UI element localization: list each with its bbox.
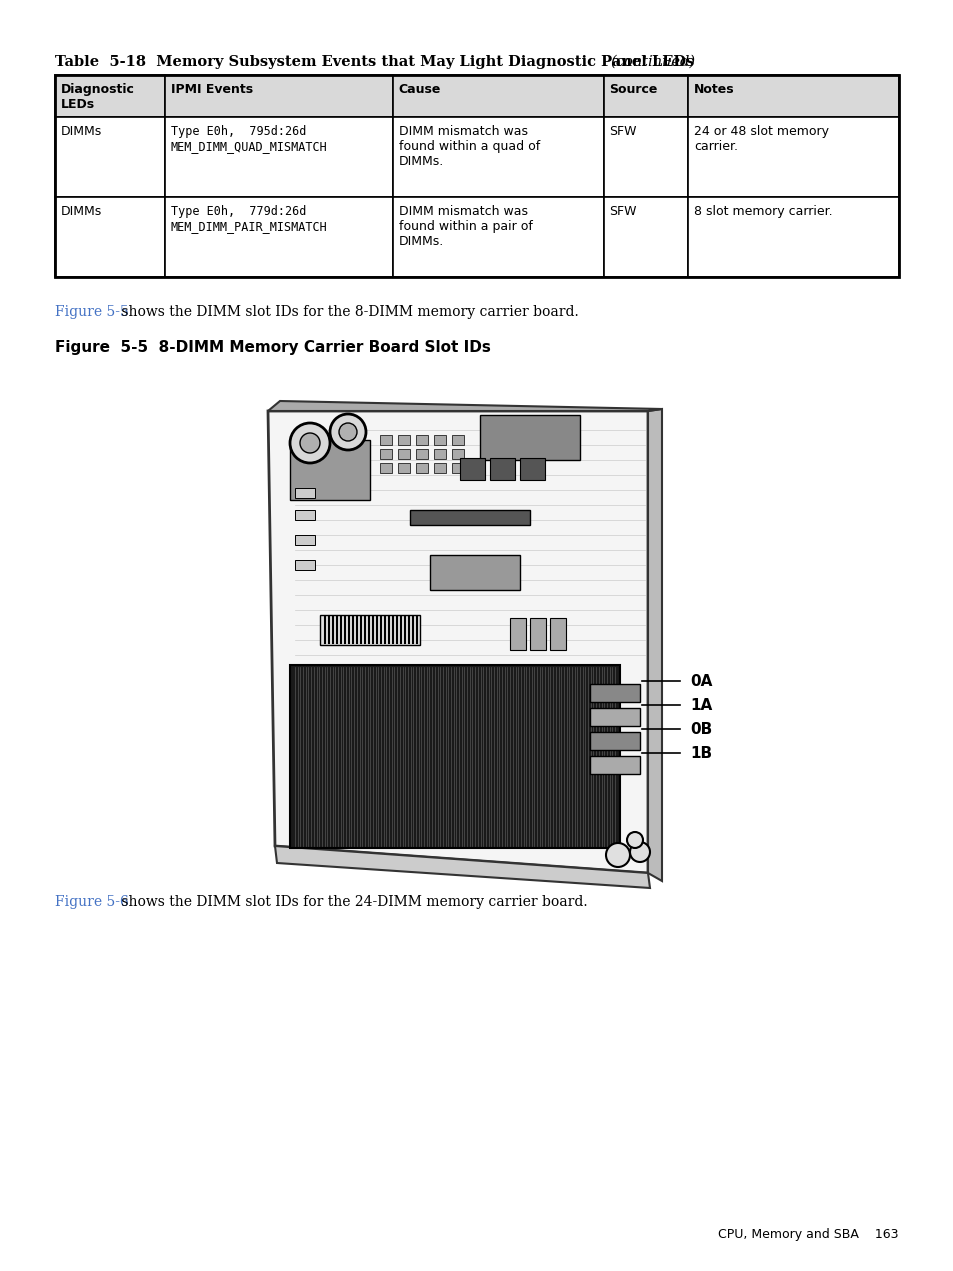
Bar [55,75,165,117]
Bar [589,684,639,702]
Bar [550,618,565,649]
Text: DIMM mismatch was
found within a pair of
DIMMs.: DIMM mismatch was found within a pair of… [398,205,532,248]
Text: Type E0h,  795d:26d
MEM_DIMM_QUAD_MISMATCH: Type E0h, 795d:26d MEM_DIMM_QUAD_MISMATC… [171,125,327,153]
Bar [165,117,393,197]
Bar [603,117,687,197]
Text: Figure  5-5  8-DIMM Memory Carrier Board Slot IDs: Figure 5-5 8-DIMM Memory Carrier Board S… [55,341,491,355]
Bar [397,435,410,445]
Text: Notes: Notes [693,83,734,97]
Polygon shape [268,411,647,873]
Text: 1B: 1B [689,746,711,760]
Text: 0B: 0B [689,722,712,736]
Bar [603,75,687,117]
Text: (continued): (continued) [609,55,695,69]
Bar [519,458,544,480]
Bar [393,75,603,117]
Bar [452,449,463,459]
Text: Figure 5-6: Figure 5-6 [55,895,129,909]
Bar [294,488,314,498]
Polygon shape [268,400,661,411]
Bar [294,561,314,569]
Text: 8 slot memory carrier.: 8 slot memory carrier. [693,205,832,219]
Text: Figure 5-5: Figure 5-5 [55,305,129,319]
Text: DIMM mismatch was
found within a quad of
DIMMs.: DIMM mismatch was found within a quad of… [398,125,539,168]
Bar [430,555,519,590]
Bar [290,440,370,500]
Bar [416,435,428,445]
Text: 0A: 0A [689,674,712,689]
Text: Source: Source [609,83,658,97]
Text: Cause: Cause [398,83,440,97]
Bar [294,510,314,520]
Bar [687,117,898,197]
Circle shape [299,433,319,452]
Bar [530,618,545,649]
Circle shape [330,414,366,450]
Bar [294,535,314,545]
Bar [410,510,530,525]
Text: shows the DIMM slot IDs for the 24-DIMM memory carrier board.: shows the DIMM slot IDs for the 24-DIMM … [117,895,587,909]
Text: Diagnostic
LEDs: Diagnostic LEDs [61,83,134,111]
Bar [379,435,392,445]
Circle shape [290,423,330,463]
Bar [452,463,463,473]
Text: IPMI Events: IPMI Events [171,83,253,97]
Bar [416,449,428,459]
Bar [165,197,393,277]
Bar [55,117,165,197]
Bar [393,197,603,277]
Bar [589,708,639,726]
Circle shape [338,423,356,441]
Circle shape [629,841,649,862]
Bar [290,665,619,848]
Bar [490,458,515,480]
Bar [379,449,392,459]
Bar [165,75,393,117]
Bar [687,75,898,117]
Text: DIMMs: DIMMs [61,125,102,139]
Text: DIMMs: DIMMs [61,205,102,219]
Text: Type E0h,  779d:26d
MEM_DIMM_PAIR_MISMATCH: Type E0h, 779d:26d MEM_DIMM_PAIR_MISMATC… [171,205,327,233]
Bar [510,618,525,649]
Text: 24 or 48 slot memory
carrier.: 24 or 48 slot memory carrier. [693,125,828,153]
Bar [55,75,898,277]
Bar [393,117,603,197]
Bar [434,449,446,459]
Bar [379,463,392,473]
Bar [397,449,410,459]
Circle shape [605,843,629,867]
Text: CPU, Memory and SBA    163: CPU, Memory and SBA 163 [718,1228,898,1240]
Bar [452,435,463,445]
Bar [687,197,898,277]
Bar [434,435,446,445]
Bar [479,416,579,460]
Bar [603,197,687,277]
Bar [589,732,639,750]
Polygon shape [274,846,649,888]
Text: SFW: SFW [609,125,637,139]
Bar [434,463,446,473]
Bar [397,463,410,473]
Text: Table  5-18  Memory Subsystem Events that May Light Diagnostic Panel LEDs: Table 5-18 Memory Subsystem Events that … [55,55,694,69]
Bar [589,756,639,774]
Text: 1A: 1A [689,698,712,713]
Polygon shape [647,409,661,881]
Text: SFW: SFW [609,205,637,219]
Bar [416,463,428,473]
Bar [459,458,484,480]
Circle shape [626,833,642,848]
Bar [319,615,419,644]
Text: shows the DIMM slot IDs for the 8-DIMM memory carrier board.: shows the DIMM slot IDs for the 8-DIMM m… [117,305,578,319]
Bar [55,197,165,277]
